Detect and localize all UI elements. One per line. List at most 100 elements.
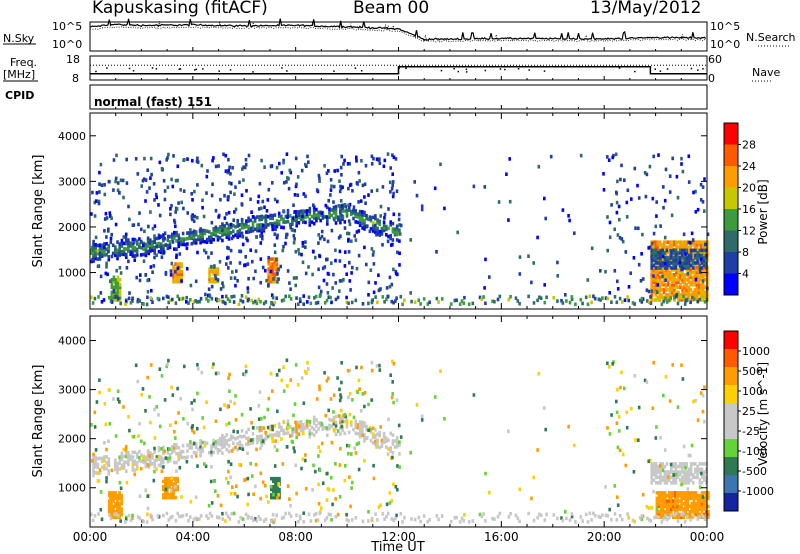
echo-cell xyxy=(654,470,658,474)
echo-cell xyxy=(150,172,153,177)
echo-cell xyxy=(692,491,696,495)
echo-cell xyxy=(282,209,286,214)
echo-cell xyxy=(539,513,543,518)
x-tick-label: 12:00 xyxy=(381,530,416,544)
echo-cell xyxy=(347,301,350,305)
colorbar-tick-label: 24 xyxy=(742,160,756,173)
echo-cell xyxy=(393,230,397,234)
echo-cell xyxy=(334,258,337,263)
echo-cell xyxy=(275,267,279,271)
echo-cell xyxy=(214,443,218,447)
echo-cell xyxy=(273,250,277,255)
echo-cell xyxy=(181,296,185,301)
echo-cell xyxy=(201,440,204,445)
echo-cell xyxy=(315,418,318,422)
echo-cell xyxy=(221,436,224,441)
echo-cell xyxy=(229,437,233,441)
echo-cell xyxy=(302,401,306,405)
echo-cell xyxy=(251,220,255,225)
echo-cell xyxy=(674,511,678,516)
echo-cell xyxy=(176,476,179,481)
echo-cell xyxy=(149,456,152,461)
echo-cell xyxy=(387,226,390,231)
echo-cell xyxy=(277,434,281,438)
echo-cell xyxy=(536,515,539,520)
echo-cell xyxy=(192,441,196,446)
echo-cell xyxy=(214,225,218,230)
echo-cell xyxy=(561,208,565,212)
echo-cell xyxy=(564,293,567,297)
echo-cell xyxy=(695,247,699,252)
echo-cell xyxy=(698,270,702,274)
echo-cell xyxy=(351,398,354,402)
echo-cell xyxy=(252,426,255,430)
echo-cell xyxy=(318,468,322,473)
echo-cell xyxy=(617,414,621,419)
echo-cell xyxy=(686,491,689,495)
echo-cell xyxy=(663,491,667,495)
echo-cell xyxy=(240,435,244,439)
echo-cell xyxy=(157,413,160,417)
echo-cell xyxy=(171,393,175,397)
echo-cell xyxy=(654,280,658,285)
echo-cell xyxy=(269,427,272,432)
echo-cell xyxy=(280,217,283,221)
echo-cell xyxy=(650,475,653,480)
echo-cell xyxy=(232,429,235,434)
echo-cell xyxy=(367,428,370,433)
echo-cell xyxy=(205,237,209,242)
echo-cell xyxy=(689,453,692,458)
echo-cell xyxy=(663,481,667,485)
echo-cell xyxy=(94,470,97,475)
echo-cell xyxy=(392,400,395,405)
echo-cell xyxy=(91,301,95,305)
echo-cell xyxy=(588,511,592,516)
echo-cell xyxy=(655,297,658,302)
echo-cell xyxy=(606,248,609,253)
echo-cell xyxy=(701,275,705,280)
echo-cell xyxy=(308,209,312,214)
echo-cell xyxy=(661,478,664,482)
echo-cell xyxy=(239,298,242,303)
echo-cell xyxy=(692,499,696,503)
echo-cell xyxy=(509,511,512,516)
echo-cell xyxy=(238,463,241,467)
echo-cell xyxy=(677,275,680,280)
echo-cell xyxy=(317,285,321,290)
echo-cell xyxy=(659,499,663,503)
echo-cell xyxy=(401,302,404,307)
echo-cell xyxy=(689,293,693,297)
echo-cell xyxy=(157,445,161,450)
echo-cell xyxy=(670,496,673,501)
echo-cell xyxy=(669,245,672,249)
echo-cell xyxy=(683,261,686,265)
echo-cell xyxy=(246,286,250,290)
echo-cell xyxy=(460,516,464,521)
echo-cell xyxy=(671,240,674,244)
echo-cell xyxy=(260,206,263,211)
echo-cell xyxy=(536,448,539,452)
echo-cell xyxy=(200,370,204,375)
colorbar-swatch xyxy=(724,457,738,475)
echo-cell xyxy=(530,496,533,501)
echo-cell xyxy=(93,200,97,205)
echo-cell xyxy=(323,215,327,219)
echo-cell xyxy=(330,418,333,423)
echo-cell xyxy=(702,507,706,511)
nave-dot xyxy=(528,69,530,71)
echo-cell xyxy=(93,214,97,218)
echo-cell xyxy=(376,226,379,231)
echo-cell xyxy=(318,449,322,454)
velocity-xticks: 00:00 04:00 08:00 12:00 16:00 20:00 00:00 xyxy=(73,316,724,544)
echo-cell xyxy=(329,295,332,300)
echo-cell xyxy=(701,293,705,297)
echo-cell xyxy=(348,183,352,187)
echo-cell xyxy=(699,391,703,395)
echo-cell xyxy=(297,520,300,524)
echo-cell xyxy=(334,432,338,437)
echo-cell xyxy=(672,258,675,263)
echo-cell xyxy=(246,298,250,303)
echo-cell xyxy=(670,213,674,218)
echo-cell xyxy=(110,232,113,237)
echo-cell xyxy=(124,232,128,237)
